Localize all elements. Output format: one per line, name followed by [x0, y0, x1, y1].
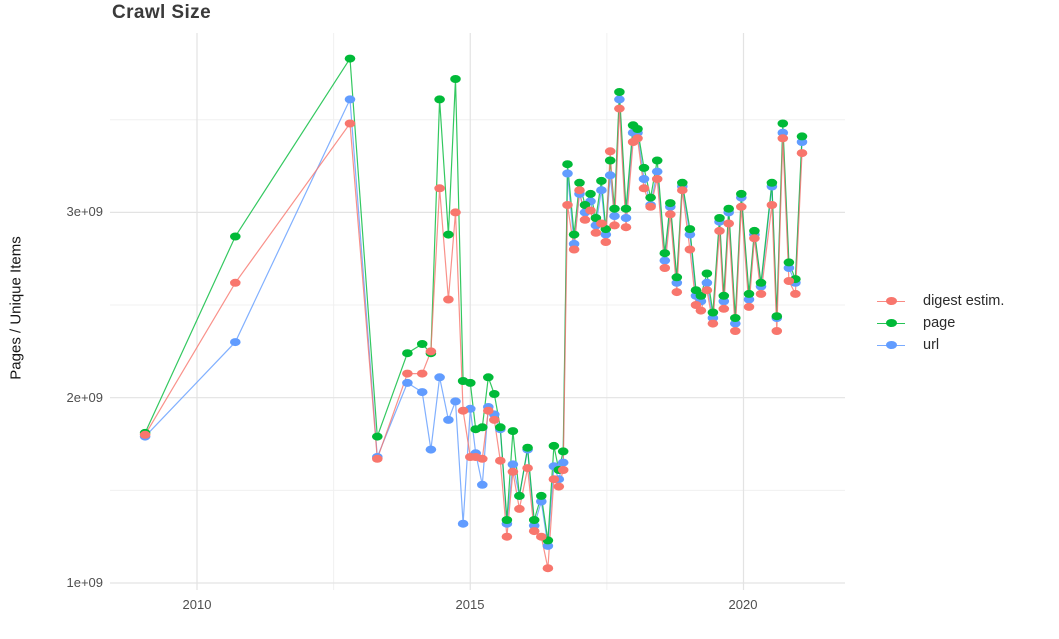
y-tick-label-2e09: 2e+09	[66, 390, 103, 405]
legend-label-url: url	[923, 337, 940, 353]
legend: digest estim. page url	[877, 290, 1004, 356]
legend-item-page: page	[877, 312, 1004, 334]
x-tick-label-2020: 2020	[728, 597, 758, 612]
legend-item-digest-estim: digest estim.	[877, 290, 1004, 312]
legend-key-page-icon	[877, 317, 905, 329]
legend-item-url: url	[877, 334, 1004, 356]
y-tick-label-1e09: 1e+09	[66, 575, 103, 590]
y-tick-label-3e09: 3e+09	[66, 204, 103, 219]
legend-key-url-icon	[877, 339, 905, 351]
legend-label-digest-estim: digest estim.	[923, 293, 1005, 309]
x-tick-label-2010: 2010	[182, 597, 212, 612]
legend-label-page: page	[923, 315, 956, 331]
y-axis-title: Pages / Unique Items	[7, 236, 25, 380]
x-tick-label-2015: 2015	[455, 597, 485, 612]
legend-key-digest-estim-icon	[877, 295, 905, 307]
chart-title: Crawl Size	[112, 2, 212, 23]
